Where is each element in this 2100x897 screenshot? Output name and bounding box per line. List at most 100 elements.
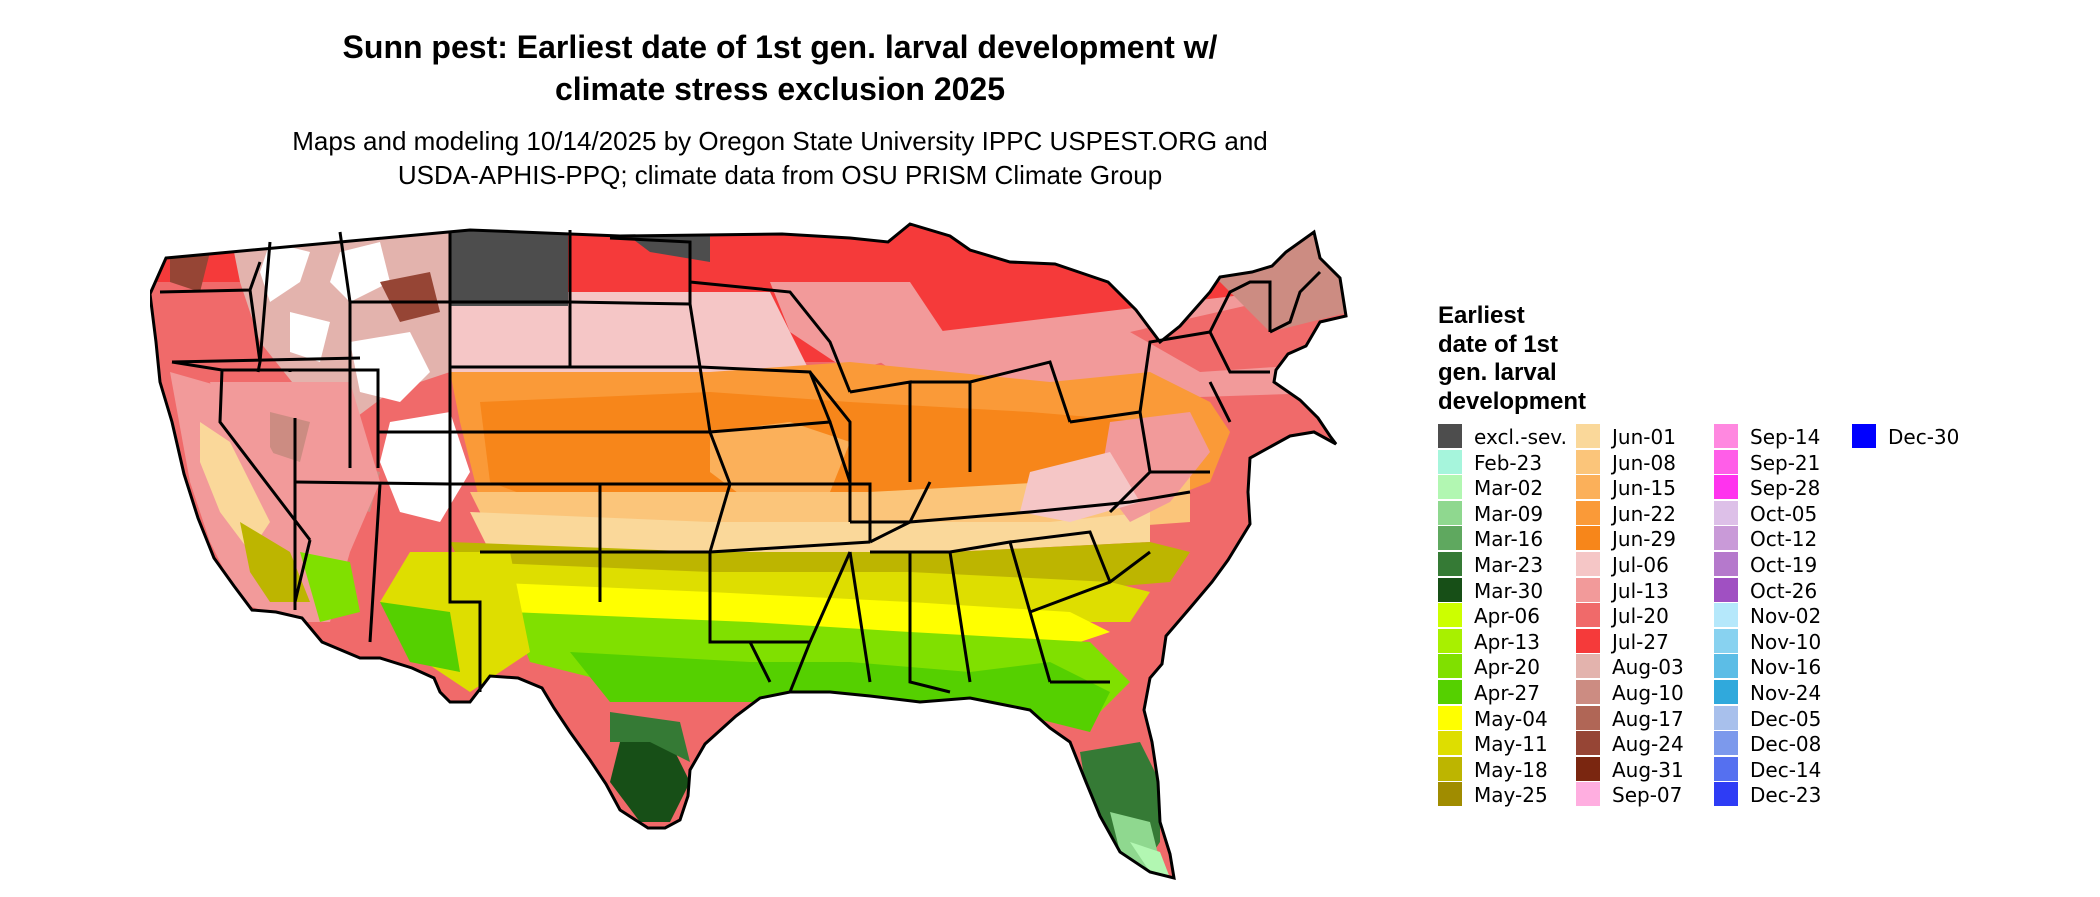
legend-swatch — [1438, 552, 1462, 576]
legend-label: Apr-13 — [1474, 629, 1540, 654]
legend-label: Sep-28 — [1750, 476, 1821, 501]
legend-swatch — [1714, 654, 1738, 679]
state-boundaries — [148, 222, 1348, 880]
legend-swatch — [1576, 552, 1600, 576]
legend-label: Oct-12 — [1750, 527, 1818, 552]
legend-swatch — [1714, 424, 1738, 448]
legend-label: Jun-15 — [1612, 476, 1676, 501]
legend-label: May-18 — [1474, 757, 1548, 782]
legend-label: Sep-07 — [1612, 783, 1683, 808]
legend-swatch — [1576, 756, 1600, 781]
legend-label: Mar-30 — [1474, 578, 1544, 603]
legend-swatch — [1714, 500, 1738, 525]
legend-swatch — [1438, 577, 1462, 602]
legend-label: Aug-03 — [1612, 655, 1684, 680]
legend-swatch — [1714, 628, 1738, 653]
legend-label: Aug-10 — [1612, 681, 1684, 705]
legend-swatch — [1576, 705, 1600, 730]
legend-title-line: gen. larval — [1438, 359, 1557, 386]
legend-label: Sep-21 — [1750, 450, 1821, 475]
title-line-1: Sunn pest: Earliest date of 1st gen. lar… — [342, 29, 1218, 65]
legend-swatch — [1576, 449, 1600, 474]
legend-label: Jul-06 — [1612, 553, 1669, 577]
map-fill — [150, 224, 1346, 878]
subtitle-line-2: USDA-APHIS-PPQ; climate data from OSU PR… — [397, 160, 1163, 190]
subtitle-line-1: Maps and modeling 10/14/2025 by Oregon S… — [292, 126, 1268, 156]
map-title: Sunn pest: Earliest date of 1st gen. lar… — [180, 26, 1380, 110]
legend-label: Nov-10 — [1750, 629, 1822, 654]
legend-swatch — [1438, 449, 1462, 474]
legend-swatch — [1438, 603, 1462, 628]
legend-label: Jul-20 — [1612, 604, 1669, 629]
legend-label: Jun-08 — [1612, 450, 1676, 475]
legend-swatch — [1714, 552, 1738, 576]
legend-label: Mar-16 — [1474, 527, 1544, 552]
legend-label: May-25 — [1474, 783, 1548, 808]
legend-label: Aug-31 — [1612, 757, 1684, 782]
legend-swatch — [1714, 782, 1738, 807]
legend-label: excl.-sev. — [1474, 425, 1567, 449]
legend-label: Sep-14 — [1750, 425, 1821, 449]
legend-label: Apr-20 — [1474, 655, 1540, 680]
legend-label: May-04 — [1474, 706, 1548, 731]
legend-swatch — [1438, 654, 1462, 679]
legend-swatch — [1438, 475, 1462, 500]
legend-swatch — [1714, 449, 1738, 474]
map-legend: Earliest date of 1st gen. larval develop… — [1438, 302, 1960, 822]
legend-label: Mar-09 — [1474, 501, 1544, 526]
legend-label: Jul-27 — [1612, 629, 1669, 654]
legend-swatch — [1438, 628, 1462, 653]
legend-title-line: development — [1438, 387, 1587, 415]
legend-label: Dec-05 — [1750, 706, 1822, 731]
legend-label: Mar-23 — [1474, 553, 1544, 577]
legend-title-line: Earliest — [1438, 302, 1525, 329]
legend-label: Apr-06 — [1474, 604, 1540, 629]
legend-swatch — [1438, 705, 1462, 730]
legend-swatch — [1714, 731, 1738, 756]
legend-swatch — [1438, 500, 1462, 525]
legend-swatch — [1852, 424, 1876, 448]
legend-label: Oct-26 — [1750, 578, 1818, 603]
legend-label: Dec-08 — [1750, 732, 1822, 757]
legend-label: Feb-23 — [1474, 450, 1543, 475]
legend-label: Oct-05 — [1750, 501, 1818, 526]
legend-label: Jun-22 — [1612, 501, 1676, 526]
legend-swatch — [1576, 782, 1600, 807]
legend-title: Earliest date of 1st gen. larval develop… — [1438, 302, 1618, 416]
us-map-svg — [148, 222, 1348, 880]
legend-swatch — [1714, 756, 1738, 781]
legend-label: Aug-24 — [1612, 732, 1684, 757]
legend-swatch — [1714, 705, 1738, 730]
legend-label: Dec-23 — [1750, 783, 1822, 808]
legend-swatch — [1438, 526, 1462, 551]
title-line-2: climate stress exclusion 2025 — [554, 71, 1006, 107]
legend-label: Nov-24 — [1750, 681, 1822, 705]
legend-swatch — [1714, 475, 1738, 500]
legend-title-line: date of 1st — [1438, 330, 1559, 358]
legend-swatch — [1438, 680, 1462, 704]
legend-swatch — [1576, 500, 1600, 525]
legend-swatch — [1576, 526, 1600, 551]
legend-swatch — [1714, 526, 1738, 551]
legend-swatch — [1576, 731, 1600, 756]
legend-swatch — [1714, 577, 1738, 602]
legend-swatch — [1438, 756, 1462, 781]
legend-swatch — [1576, 424, 1600, 448]
legend-swatch — [1576, 603, 1600, 628]
legend-label: Oct-19 — [1750, 553, 1818, 577]
legend-swatch — [1576, 628, 1600, 653]
legend-label: Jun-01 — [1612, 425, 1676, 449]
us-map — [148, 222, 1390, 892]
legend-swatch — [1576, 680, 1600, 704]
legend-swatch — [1576, 475, 1600, 500]
legend-swatch — [1714, 680, 1738, 704]
legend-label: Nov-16 — [1750, 655, 1822, 680]
legend-swatch — [1438, 782, 1462, 807]
legend-swatch — [1438, 731, 1462, 756]
legend-label: Aug-17 — [1612, 706, 1684, 731]
legend-swatch — [1714, 603, 1738, 628]
legend-label: Dec-30 — [1888, 425, 1960, 449]
legend-label: Apr-27 — [1474, 681, 1540, 705]
legend-label: May-11 — [1474, 732, 1548, 757]
legend-swatch — [1576, 654, 1600, 679]
